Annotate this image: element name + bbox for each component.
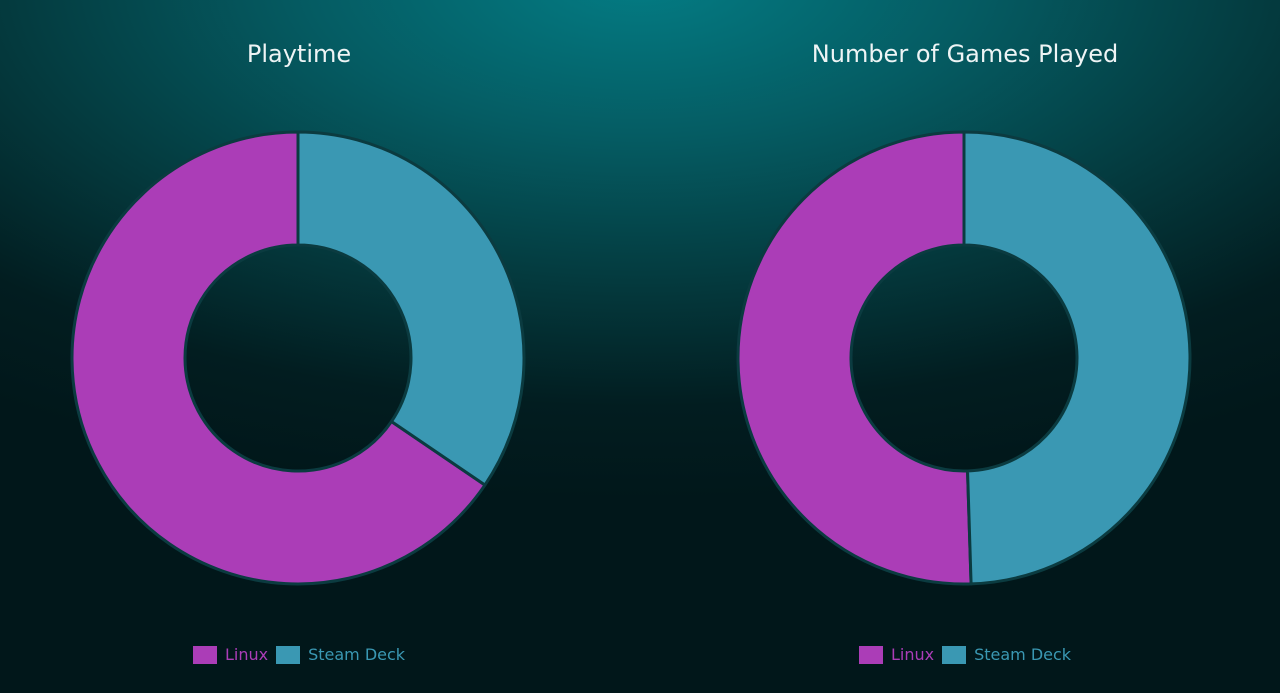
legend-swatch-linux xyxy=(192,646,217,664)
chart-title: Number of Games Played xyxy=(811,40,1119,68)
legend-label-linux: Linux xyxy=(890,645,935,664)
legend-label-steam-deck: Steam Deck xyxy=(974,645,1072,664)
legend-swatch-steam-deck xyxy=(942,646,967,664)
playtime-chart: Playtime Linux Steam Deck xyxy=(0,40,598,665)
legend-item-steam-deck[interactable]: Steam Deck xyxy=(276,645,405,665)
slice-steam-deck[interactable] xyxy=(962,130,1192,586)
legend-item-steam-deck[interactable]: Steam Deck xyxy=(942,645,1071,665)
slice-linux[interactable] xyxy=(736,130,973,586)
slice-linux[interactable] xyxy=(70,130,487,586)
legend-label-linux: Linux xyxy=(224,645,269,664)
chart-legend: Linux Steam Deck xyxy=(0,645,598,665)
legend-swatch-linux xyxy=(858,646,883,664)
legend-swatch-steam-deck xyxy=(276,646,301,664)
donut-chart xyxy=(70,130,526,586)
donut-chart xyxy=(736,130,1192,586)
legend-item-linux[interactable]: Linux xyxy=(192,645,269,665)
chart-title: Playtime xyxy=(246,40,352,68)
slice-steam-deck[interactable] xyxy=(296,130,526,487)
chart-legend: Linux Steam Deck xyxy=(666,645,1264,665)
games-played-chart: Number of Games Played Linux Steam Deck xyxy=(666,0,1280,693)
legend-label-steam-deck: Steam Deck xyxy=(308,645,406,664)
legend-item-linux[interactable]: Linux xyxy=(858,645,935,665)
